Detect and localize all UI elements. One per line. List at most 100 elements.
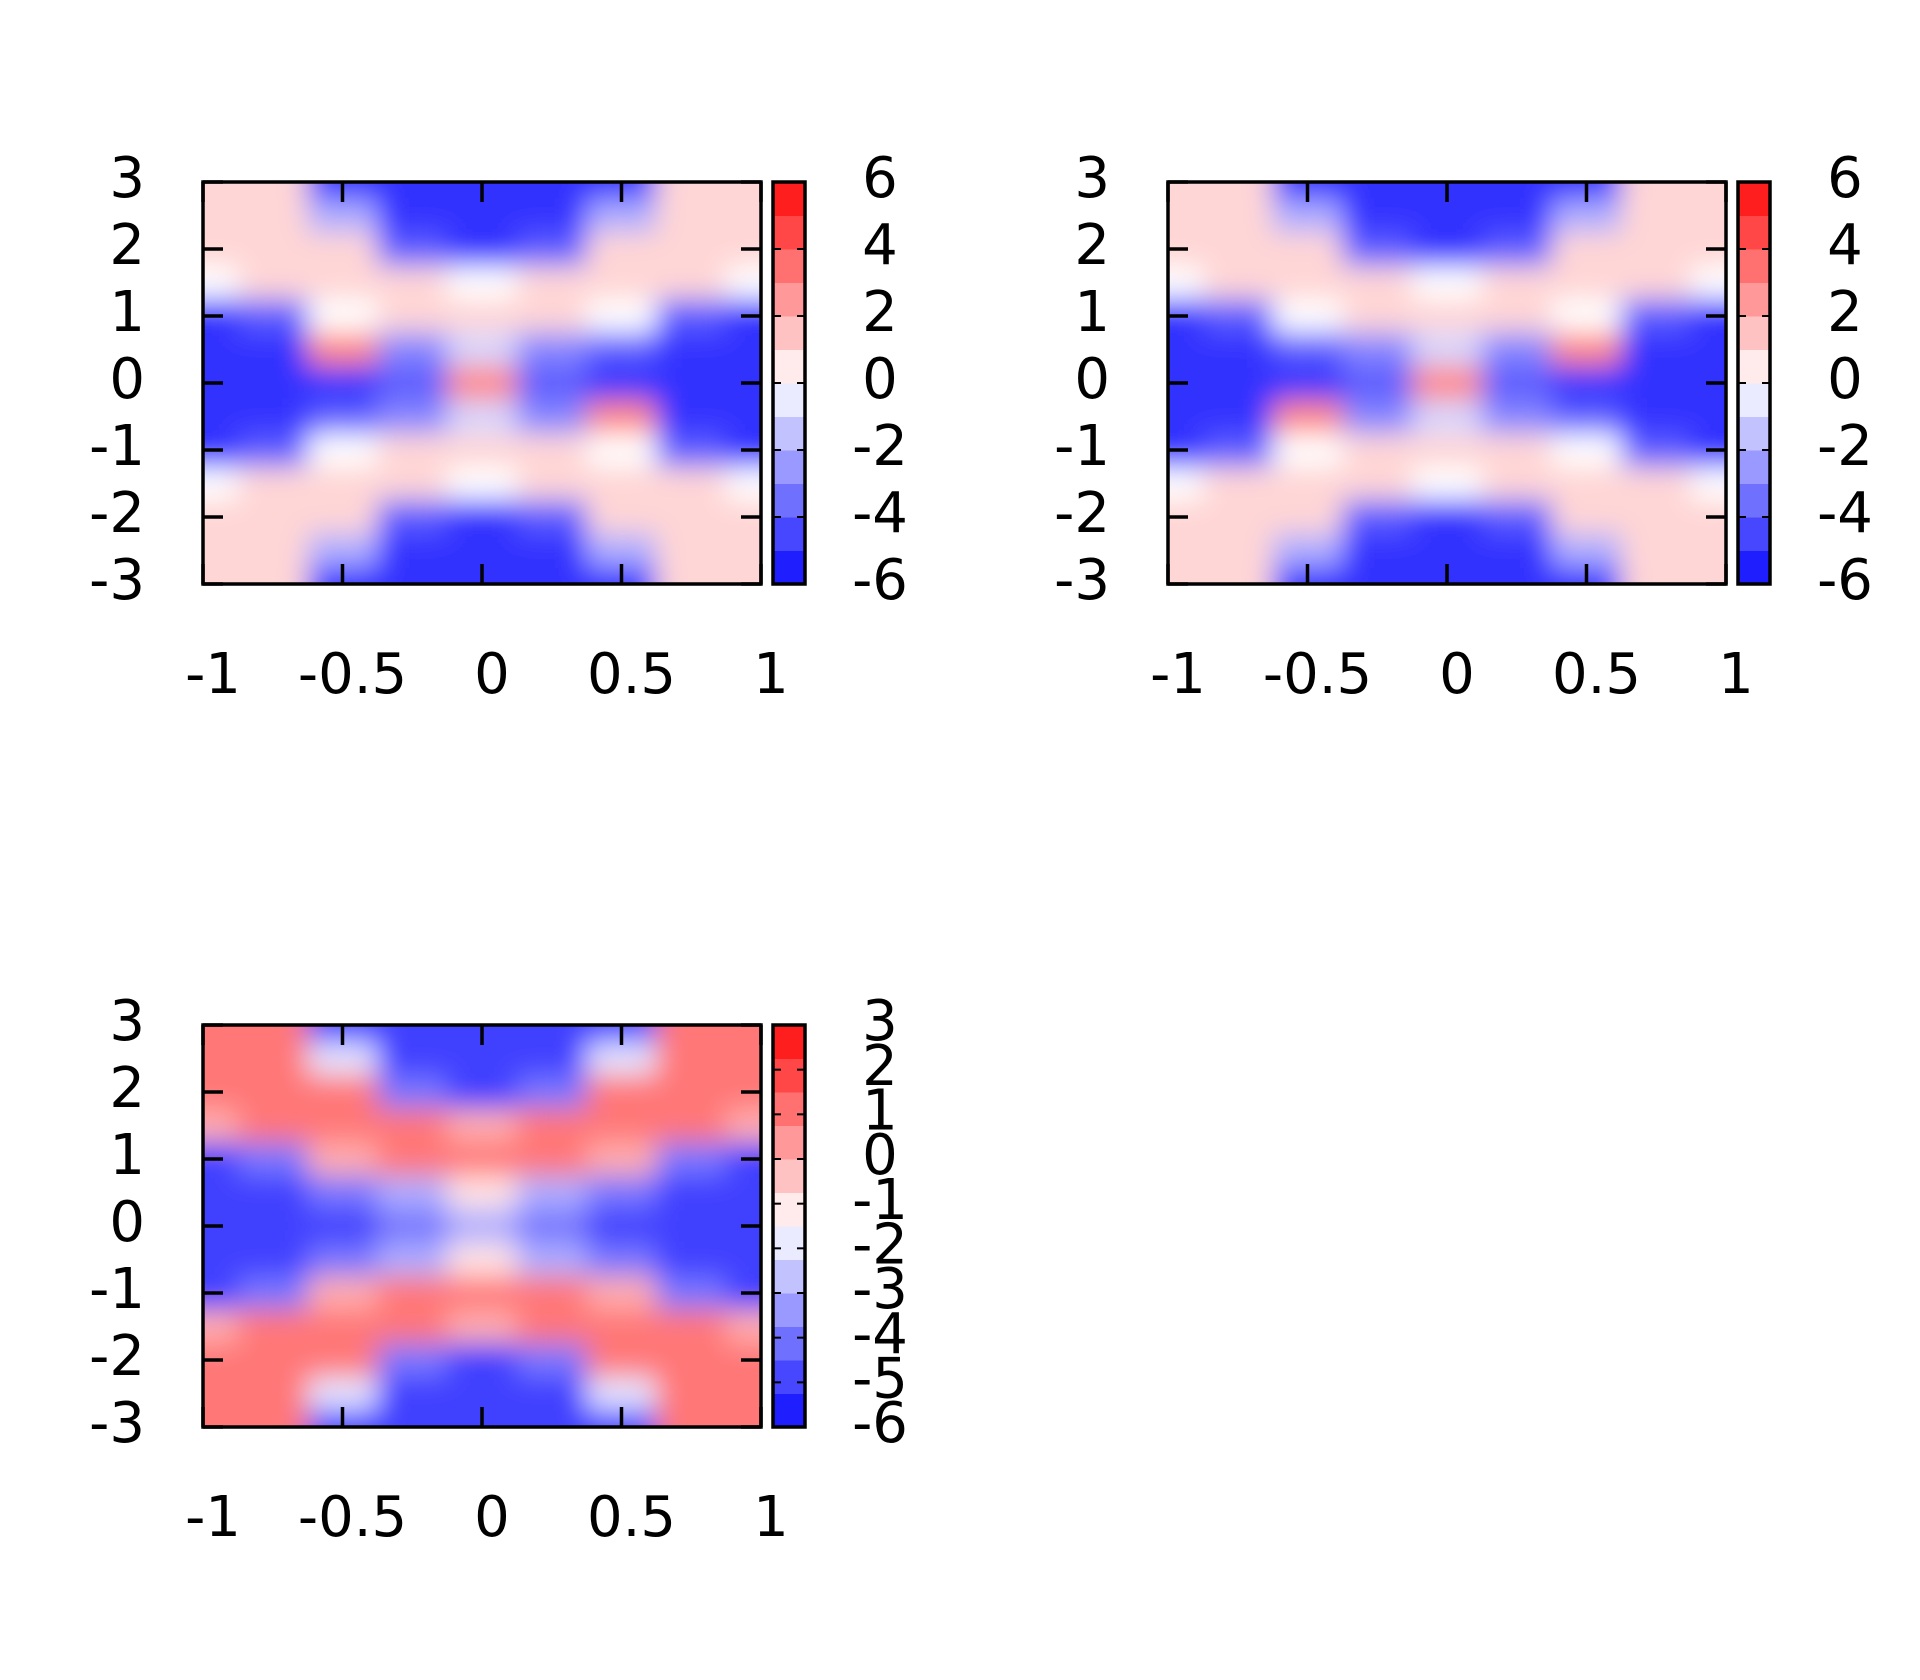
heatmap-cell bbox=[237, 567, 309, 584]
heatmap-cell bbox=[1621, 500, 1693, 535]
heatmap-cell bbox=[237, 1025, 309, 1043]
heatmap-cell bbox=[1202, 433, 1274, 468]
heatmap-cell bbox=[516, 198, 588, 234]
heatmap-cell bbox=[1412, 265, 1483, 301]
heatmap-cell bbox=[1342, 265, 1414, 301]
heatmap-cell bbox=[1551, 299, 1623, 334]
y-tick-label: 3 bbox=[1074, 146, 1110, 211]
heatmap-cell bbox=[307, 1242, 379, 1278]
heatmap-cell bbox=[656, 1142, 728, 1177]
heatmap-cell bbox=[447, 466, 518, 502]
heatmap-cell bbox=[1272, 299, 1344, 334]
heatmap-cell bbox=[516, 1242, 588, 1278]
colorbar-tick-label: -6 bbox=[852, 548, 908, 613]
x-tick-label: 0 bbox=[474, 1485, 510, 1550]
heatmap-cell bbox=[516, 466, 588, 502]
colorbar-tick-label: -5 bbox=[852, 1346, 908, 1411]
colorbar-tick-label: 6 bbox=[862, 146, 898, 211]
heatmap-cell bbox=[447, 1209, 518, 1244]
colorbar-step bbox=[773, 1360, 805, 1394]
heatmap-cell bbox=[656, 533, 728, 569]
heatmap-cell bbox=[1621, 182, 1693, 200]
heatmap-cell bbox=[656, 1209, 728, 1244]
heatmap-cell bbox=[1621, 332, 1693, 368]
heatmap-cell bbox=[237, 1309, 309, 1345]
heatmap-cells bbox=[203, 182, 761, 584]
heatmap-cell bbox=[586, 433, 658, 468]
heatmap-cell bbox=[1272, 500, 1344, 535]
y-tick-label: 1 bbox=[109, 1123, 145, 1188]
heatmap-cell bbox=[377, 332, 449, 368]
heatmap-cell bbox=[307, 366, 379, 401]
heatmap-cell bbox=[726, 1309, 761, 1345]
heatmap-cell bbox=[586, 1343, 658, 1378]
heatmap-cell bbox=[237, 1108, 309, 1144]
x-tick-label: 1 bbox=[753, 1485, 789, 1550]
heatmap-cell bbox=[447, 1175, 518, 1211]
heatmap-cell bbox=[1168, 265, 1204, 301]
colorbar-step bbox=[773, 1226, 805, 1260]
heatmap-cell bbox=[377, 299, 449, 334]
heatmap-cell bbox=[237, 265, 309, 301]
heatmap-cell bbox=[307, 1343, 379, 1378]
heatmap-cell bbox=[1691, 466, 1726, 502]
heatmap-cell bbox=[1202, 182, 1274, 200]
heatmap-cell bbox=[1481, 182, 1553, 200]
y-tick-label: -2 bbox=[1054, 481, 1110, 546]
heatmap-cell bbox=[726, 466, 761, 502]
y-tick-label: -3 bbox=[89, 1391, 145, 1456]
heatmap-cell bbox=[237, 533, 309, 569]
heatmap-cell bbox=[1412, 299, 1483, 334]
heatmap-cell bbox=[1202, 366, 1274, 401]
heatmap-cell bbox=[377, 433, 449, 468]
heatmap-cell bbox=[1691, 399, 1726, 435]
colorbar-tick-label: -4 bbox=[852, 1302, 908, 1367]
x-tick-label: 0.5 bbox=[587, 642, 676, 707]
heatmap-cell bbox=[1272, 366, 1344, 401]
heatmap-cell bbox=[447, 1142, 518, 1177]
heatmap-cell bbox=[447, 299, 518, 334]
heatmap-cell bbox=[447, 1276, 518, 1311]
colorbar-step bbox=[773, 450, 805, 484]
heatmap-cell bbox=[516, 399, 588, 435]
heatmap-cell bbox=[656, 1108, 728, 1144]
heatmap-cell bbox=[726, 1041, 761, 1077]
colorbar-tick-label: 4 bbox=[1827, 213, 1863, 278]
heatmap-cell bbox=[203, 533, 239, 569]
x-tick-label: 0 bbox=[1439, 642, 1475, 707]
heatmap-cell bbox=[516, 1175, 588, 1211]
heatmap-cell bbox=[307, 265, 379, 301]
heatmap-cell bbox=[656, 182, 728, 200]
heatmap-cell bbox=[203, 182, 239, 200]
heatmap-cell bbox=[237, 182, 309, 200]
heatmap-cell bbox=[237, 332, 309, 368]
heatmap-cell bbox=[1202, 399, 1274, 435]
heatmap-cell bbox=[1412, 433, 1483, 468]
heatmap-cell bbox=[1342, 433, 1414, 468]
heatmap bbox=[203, 1025, 761, 1427]
heatmap-cell bbox=[377, 1108, 449, 1144]
y-tick-label: -1 bbox=[89, 1257, 145, 1322]
y-tick-label: 3 bbox=[109, 989, 145, 1054]
colorbar-step bbox=[1738, 316, 1770, 350]
heatmap-cell bbox=[237, 1075, 309, 1110]
heatmap-cell bbox=[203, 198, 239, 234]
heatmap-cell bbox=[1342, 399, 1414, 435]
heatmap-cell bbox=[447, 433, 518, 468]
colorbar-step bbox=[773, 1058, 805, 1093]
heatmap-cell bbox=[307, 198, 379, 234]
heatmap-cell bbox=[1621, 433, 1693, 468]
heatmap-cell bbox=[516, 265, 588, 301]
heatmap-cell bbox=[1551, 265, 1623, 301]
heatmap-cell bbox=[1481, 433, 1553, 468]
heatmap-cell bbox=[1481, 366, 1553, 401]
colorbar-step bbox=[1738, 282, 1770, 317]
heatmap-cell bbox=[586, 1175, 658, 1211]
heatmap-cell bbox=[656, 500, 728, 535]
y-tick-label: 2 bbox=[109, 1056, 145, 1121]
heatmap-cell bbox=[1272, 265, 1344, 301]
heatmap-cell bbox=[586, 1376, 658, 1412]
colorbar-step bbox=[773, 215, 805, 250]
heatmap-cell bbox=[516, 1343, 588, 1378]
